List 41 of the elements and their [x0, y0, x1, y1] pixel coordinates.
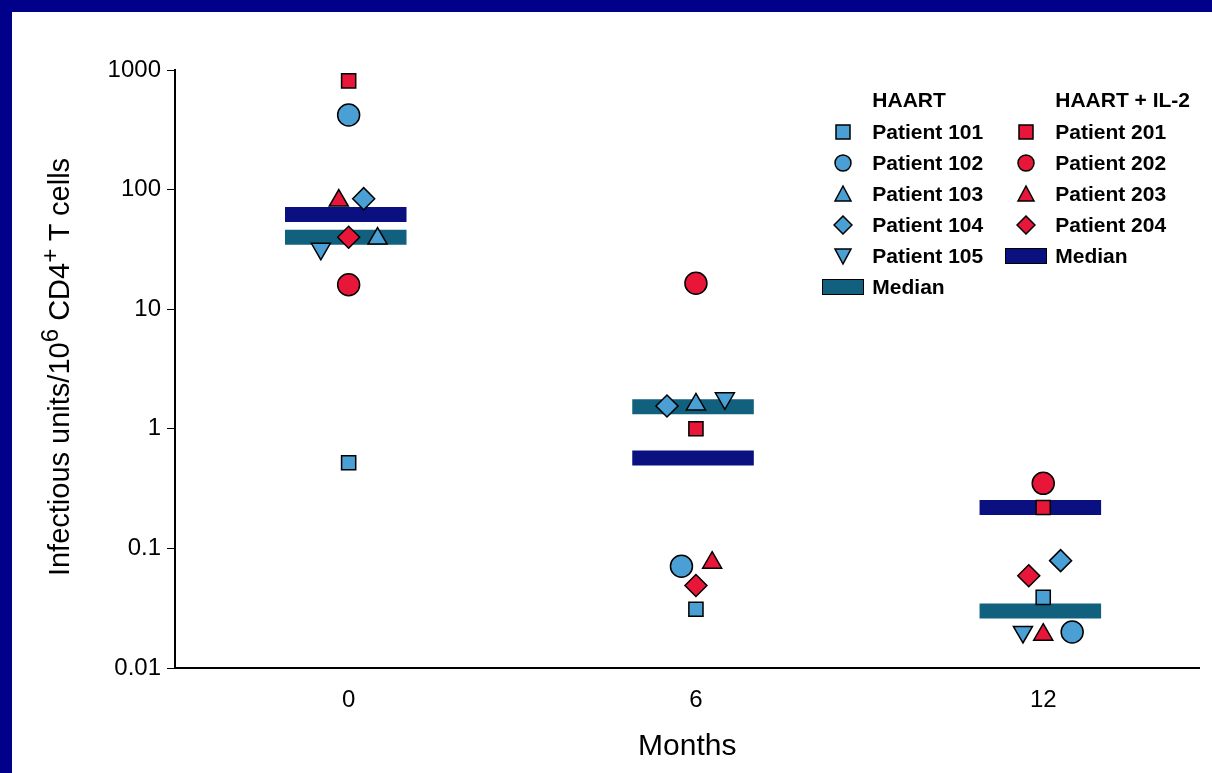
legend-label: Median	[872, 275, 945, 299]
point	[1048, 548, 1073, 573]
x-axis-title: Months	[638, 728, 737, 762]
point	[1035, 589, 1052, 606]
legend-label: Patient 101	[872, 120, 984, 144]
point	[351, 186, 376, 211]
y-tick-label: 10	[134, 293, 161, 321]
legend-label: Patient 102	[872, 151, 984, 175]
annotation: HAART	[871, 88, 947, 113]
point	[340, 454, 357, 471]
legend-label: Patient 103	[872, 182, 984, 206]
point	[336, 225, 361, 249]
y-tick-label: 0.01	[114, 652, 161, 680]
annotation: HAART + IL-2	[1054, 88, 1190, 113]
y-tick-label: 1000	[107, 54, 161, 82]
legend-label: Patient 105	[872, 244, 984, 268]
point	[1031, 471, 1055, 496]
point	[669, 554, 694, 578]
legend-label: Patient 203	[1055, 182, 1167, 206]
point	[1035, 499, 1052, 516]
point	[336, 273, 361, 297]
point	[1017, 564, 1041, 588]
y-tick-label: 100	[120, 174, 161, 202]
point	[688, 601, 704, 618]
x-tick-label: 6	[689, 685, 703, 713]
point	[340, 73, 357, 89]
point	[684, 573, 708, 598]
legend-label: Patient 201	[1055, 120, 1167, 144]
point	[688, 420, 704, 437]
point	[655, 394, 679, 418]
legend-label: Patient 202	[1055, 151, 1167, 175]
legend-label: Median	[1055, 244, 1128, 268]
x-tick-label: 12	[1029, 685, 1057, 713]
x-tick-label: 0	[341, 685, 356, 713]
point	[336, 103, 361, 127]
point	[684, 271, 708, 295]
legend-label: Patient 204	[1055, 213, 1167, 237]
y-tick-label: 0.1	[127, 533, 161, 561]
y-tick-label: 1	[147, 413, 161, 441]
point	[1060, 620, 1084, 644]
legend-label: Patient 104	[872, 213, 984, 237]
